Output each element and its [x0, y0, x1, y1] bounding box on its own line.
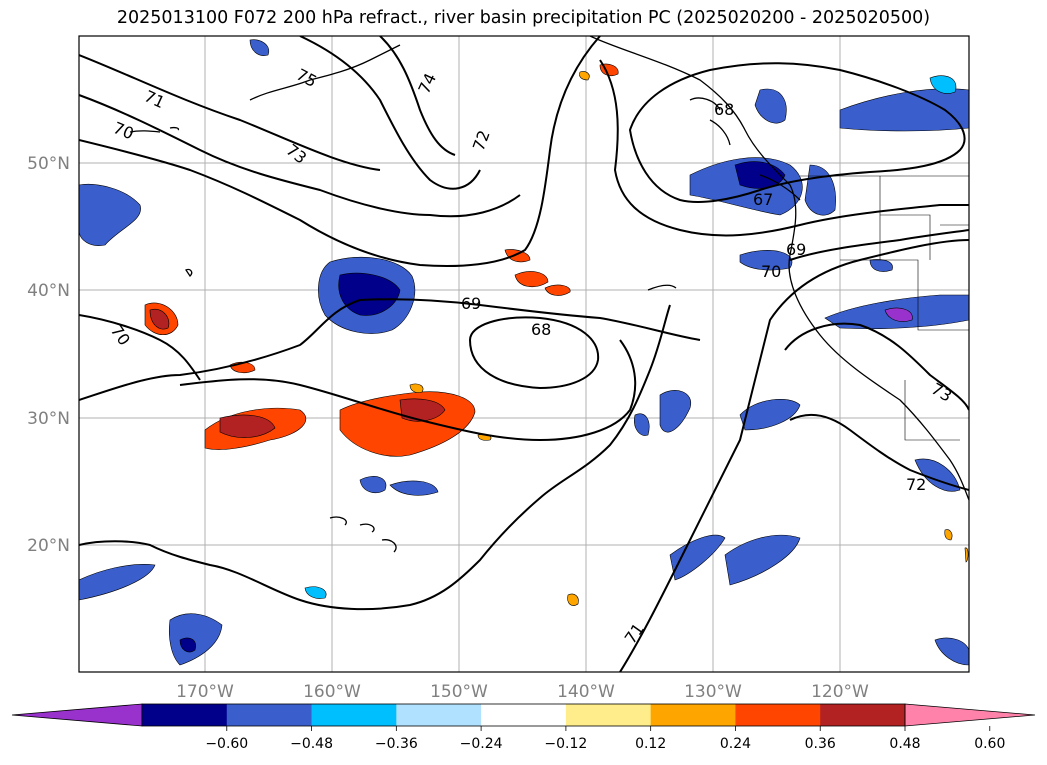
contour-label: 69 [786, 240, 806, 259]
contour-label: 67 [753, 190, 773, 209]
colorbar-tick-label: −0.24 [460, 736, 503, 752]
colorbar-swatch [820, 704, 906, 726]
colorbar-swatch [396, 704, 482, 726]
gridlines [79, 36, 969, 672]
colorbar-tick-label: 0.36 [805, 736, 836, 752]
contour-label: 69 [461, 294, 481, 313]
map-panel [79, 36, 969, 672]
lon-label: 150°W [430, 682, 488, 702]
colorbar-swatch [311, 704, 397, 726]
colorbar-tick-label: −0.48 [290, 736, 333, 752]
lat-label: 40°N [27, 281, 70, 301]
colorbar-tick-label: −0.60 [205, 736, 248, 752]
lon-label: 160°W [303, 682, 361, 702]
lon-label: 130°W [684, 682, 742, 702]
colorbar-tick-label: 0.48 [889, 736, 920, 752]
lat-label: 50°N [27, 154, 70, 174]
colorbar-swatch [565, 704, 652, 726]
colorbar-tick-label: 0.12 [635, 736, 666, 752]
contour-label: 68 [714, 100, 734, 119]
map-title: 2025013100 F072 200 hPa refract., river … [116, 8, 931, 28]
colorbar-swatch [735, 704, 821, 726]
colorbar-swatch [142, 704, 228, 726]
colorbar-swatch [650, 704, 736, 726]
colorbar-tick-label: −0.36 [375, 736, 418, 752]
colorbar-extend-min [11, 703, 143, 727]
lon-labels: 170°W 160°W 150°W 140°W 130°W 120°W [176, 682, 869, 702]
contour-label: 72 [906, 475, 926, 494]
colorbar-extend-max [904, 703, 1036, 727]
colorbar-outline [141, 703, 906, 727]
lon-label: 140°W [557, 682, 615, 702]
positive-precip-areas [144, 63, 969, 606]
lat-label: 30°N [27, 409, 70, 429]
colorbar-swatch [481, 704, 567, 726]
colorbar-tick-label: −0.12 [544, 736, 587, 752]
contour-label: 68 [531, 320, 551, 339]
colorbar-tick-label: 0.60 [974, 736, 1005, 752]
colorbar-swatch [226, 704, 313, 726]
refractivity-contours [79, 36, 969, 672]
contour-label: 70 [761, 262, 781, 281]
lat-labels: 50°N 40°N 30°N 20°N [27, 154, 70, 556]
negative-precip-areas [79, 39, 969, 666]
lon-label: 170°W [176, 682, 234, 702]
colorbar-tick-label: 0.24 [720, 736, 751, 752]
coastlines [129, 36, 969, 553]
lat-label: 20°N [27, 536, 70, 556]
map-frame [78, 35, 970, 673]
lon-label: 120°W [811, 682, 869, 702]
colorbar: −0.60 −0.48 −0.36 −0.24 −0.12 0.12 0.24 0.36 0.4… [11, 703, 1036, 752]
